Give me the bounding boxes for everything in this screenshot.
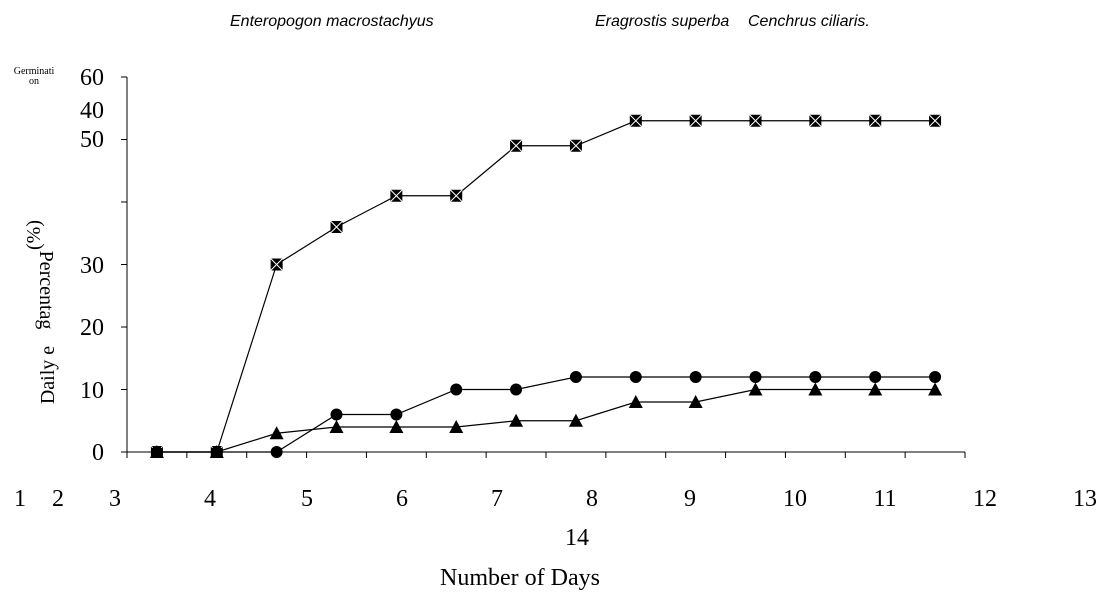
- marker: [509, 139, 523, 153]
- marker-triangle: [149, 445, 164, 458]
- legend-label: Cenchrus ciliaris.: [748, 13, 870, 30]
- x-tick-label: 5: [301, 486, 313, 512]
- marker-cross: [868, 114, 882, 128]
- x-tick-label: 8: [586, 486, 598, 512]
- y-tick-label: 50: [80, 127, 104, 153]
- marker-cross: [809, 114, 822, 128]
- marker-circle: [450, 383, 463, 396]
- marker-cross: [449, 189, 463, 203]
- marker-cross: [390, 189, 403, 203]
- marker-circle: [809, 371, 822, 383]
- marker-circle: [749, 371, 762, 383]
- marker-cross: [509, 139, 523, 153]
- x-tick-label: 11: [873, 486, 896, 512]
- marker-cross: [928, 114, 942, 128]
- x-tick-label: 12: [973, 486, 997, 512]
- legend-label: Enteropogon macrostachyus: [230, 13, 434, 30]
- marker: [809, 114, 822, 128]
- y-tick-label: 40: [80, 98, 104, 124]
- y-axis-title: Daily e: [37, 346, 59, 404]
- marker-triangle: [628, 395, 643, 408]
- marker: [449, 189, 463, 203]
- marker-triangle: [688, 395, 703, 408]
- y-tick-label: 10: [80, 378, 104, 404]
- x-tick-label: 6: [396, 486, 408, 512]
- marker-circle: [390, 408, 403, 421]
- marker-triangle: [329, 420, 344, 433]
- x-tick-label: 2: [52, 486, 64, 512]
- x-tick-label: 4: [204, 486, 216, 512]
- x-tick-label: 1: [14, 486, 26, 512]
- y-axis-title: Germinati: [14, 66, 55, 77]
- series-line: [156, 388, 936, 453]
- marker: [928, 114, 942, 128]
- marker-circle: [510, 383, 523, 396]
- y-tick-label: 60: [80, 65, 104, 91]
- marker-triangle: [808, 382, 823, 396]
- marker-triangle: [748, 382, 763, 396]
- y-tick-label: 0: [92, 440, 104, 466]
- marker-circle: [929, 371, 942, 383]
- y-axis-title: on: [29, 76, 39, 87]
- marker: [270, 258, 283, 271]
- marker-triangle: [209, 445, 224, 458]
- marker-cross: [569, 139, 583, 153]
- x-tick-label: 7: [491, 486, 503, 512]
- marker: [569, 139, 583, 153]
- marker-triangle: [269, 426, 284, 440]
- marker-circle: [330, 408, 343, 421]
- marker-circle: [689, 371, 702, 383]
- marker-cross: [629, 114, 643, 128]
- marker: [689, 114, 702, 128]
- x-tick-label: 9: [684, 486, 696, 512]
- marker-cross: [689, 114, 702, 128]
- marker: [330, 220, 343, 234]
- marker-circle: [869, 371, 882, 383]
- marker: [868, 114, 882, 128]
- x-tick-label: 14: [565, 525, 589, 551]
- marker-cross: [330, 220, 343, 234]
- x-axis-title: Number of Days: [440, 565, 600, 591]
- marker-triangle: [568, 413, 583, 427]
- y-axis-title: (%): [23, 220, 45, 250]
- series-line: [156, 120, 936, 453]
- marker-triangle: [868, 382, 883, 396]
- series-line: [156, 376, 936, 453]
- y-tick-label: 20: [80, 315, 104, 341]
- y-axis-title: Percentag: [35, 251, 57, 330]
- marker-cross: [749, 114, 762, 128]
- marker-cross: [270, 258, 283, 271]
- x-tick-label: 10: [783, 486, 807, 512]
- marker-circle: [629, 371, 642, 383]
- marker: [629, 114, 643, 128]
- marker-triangle: [389, 420, 404, 433]
- marker: [390, 189, 403, 203]
- x-tick-label: 3: [109, 486, 121, 512]
- y-tick-label: 30: [80, 253, 104, 279]
- marker-triangle: [509, 413, 524, 427]
- marker-circle: [270, 446, 283, 458]
- marker: [749, 114, 762, 128]
- x-tick-label: 13: [1073, 486, 1097, 512]
- legend-label: Eragrostis superba: [595, 13, 729, 30]
- marker-triangle: [928, 382, 943, 396]
- marker-triangle: [449, 420, 464, 433]
- marker-circle: [569, 371, 582, 383]
